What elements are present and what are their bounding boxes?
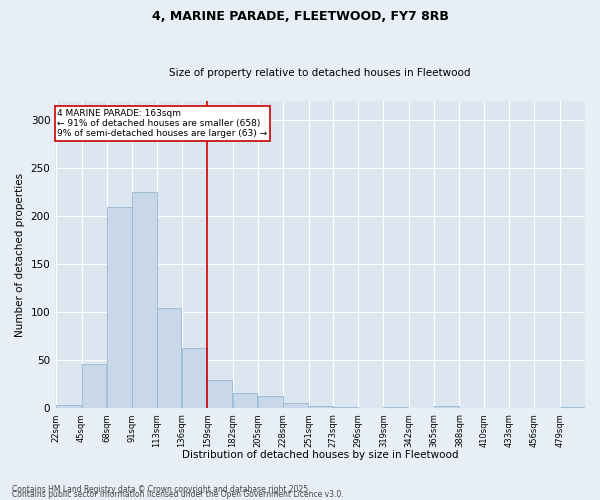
Text: Contains HM Land Registry data © Crown copyright and database right 2025.: Contains HM Land Registry data © Crown c… [12,484,311,494]
X-axis label: Distribution of detached houses by size in Fleetwood: Distribution of detached houses by size … [182,450,458,460]
Bar [434,406,459,408]
Y-axis label: Number of detached properties: Number of detached properties [15,172,25,336]
Bar [82,364,106,408]
Bar [207,380,232,408]
Text: 4 MARINE PARADE: 163sqm
← 91% of detached houses are smaller (658)
9% of semi-de: 4 MARINE PARADE: 163sqm ← 91% of detache… [58,108,268,138]
Bar [157,308,181,408]
Bar [132,192,157,408]
Bar [182,348,206,408]
Bar [308,406,334,408]
Bar [283,402,308,408]
Title: Size of property relative to detached houses in Fleetwood: Size of property relative to detached ho… [169,68,471,78]
Bar [56,404,81,408]
Text: 4, MARINE PARADE, FLEETWOOD, FY7 8RB: 4, MARINE PARADE, FLEETWOOD, FY7 8RB [152,10,448,23]
Bar [107,206,132,408]
Text: Contains public sector information licensed under the Open Government Licence v3: Contains public sector information licen… [12,490,344,499]
Bar [258,396,283,408]
Bar [233,393,257,408]
